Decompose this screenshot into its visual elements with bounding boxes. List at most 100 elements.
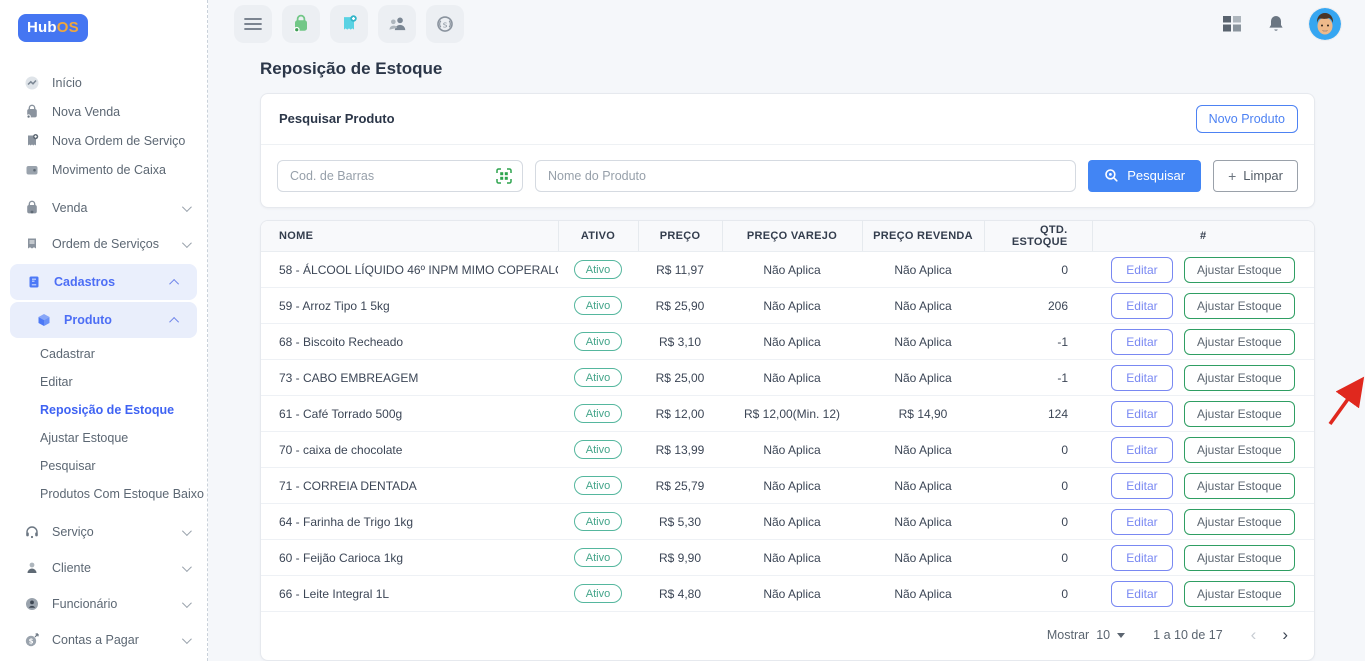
- product-name-field-wrap: [535, 159, 1077, 192]
- sidebar-group-produto[interactable]: Produto: [10, 302, 197, 338]
- next-page-button[interactable]: ›: [1282, 625, 1288, 644]
- status-cell: Ativo: [558, 431, 638, 468]
- sub-link-label: Produtos Com Estoque Baixo: [40, 487, 204, 501]
- price-cell: R$ 5,30: [638, 503, 722, 540]
- new-sale-button[interactable]: [282, 5, 320, 44]
- sidebar-group-label: Ordem de Serviços: [52, 237, 159, 251]
- status-cell: Ativo: [558, 395, 638, 432]
- adjust-stock-button[interactable]: Ajustar Estoque: [1183, 436, 1295, 463]
- resale-price-cell: R$ 14,90: [862, 395, 984, 432]
- sidebar-group-label: Funcionário: [52, 597, 118, 611]
- sidebar-link-pesquisar[interactable]: Pesquisar: [0, 452, 207, 480]
- adjust-stock-button[interactable]: Ajustar Estoque: [1183, 472, 1295, 499]
- adjust-stock-button[interactable]: Ajustar Estoque: [1183, 364, 1295, 391]
- chevron-up-icon: [169, 316, 180, 327]
- new-service-order-icon: [344, 15, 357, 30]
- sidebar-group-cliente[interactable]: Cliente: [0, 550, 207, 586]
- sidebar-item-nova-ordem-servico[interactable]: Nova Ordem de Serviço: [0, 126, 207, 155]
- sidebar-group-label: Venda: [52, 201, 88, 215]
- price-cell: R$ 25,79: [638, 467, 722, 504]
- resale-price-cell: Não Aplica: [862, 287, 984, 324]
- sidebar-item-nova-venda[interactable]: Nova Venda: [0, 97, 207, 126]
- sidebar-link-editar[interactable]: Editar: [0, 368, 207, 396]
- product-name-input[interactable]: [535, 159, 1077, 192]
- sidebar-group-contas-a-pagar[interactable]: $ Contas a Pagar: [0, 622, 207, 658]
- actions-cell: Editar Ajustar Estoque: [1092, 575, 1314, 612]
- sidebar-group-venda[interactable]: Venda: [0, 190, 207, 226]
- chevron-down-icon: [181, 237, 192, 248]
- column-header-qtd-estoque: QTD. ESTOQUE: [983, 220, 1092, 252]
- page-size-label: Mostrar: [1046, 628, 1090, 642]
- status-cell: Ativo: [558, 323, 638, 360]
- sidebar-group-funcionario[interactable]: Funcionário: [0, 586, 207, 622]
- new-service-order-button[interactable]: [330, 5, 368, 44]
- prev-page-button[interactable]: ‹: [1250, 625, 1257, 644]
- chevron-down-icon: [181, 525, 192, 536]
- resale-price-cell: Não Aplica: [862, 251, 984, 288]
- person-icon: [27, 562, 37, 573]
- status-cell: Ativo: [558, 503, 638, 540]
- user-avatar[interactable]: [1309, 8, 1341, 41]
- retail-price-cell: Não Aplica: [722, 539, 862, 576]
- barcode-scan-icon[interactable]: [495, 167, 513, 185]
- menu-button[interactable]: [234, 5, 272, 44]
- customers-button[interactable]: [378, 5, 416, 44]
- products-table: NOME ATIVO PREÇO PREÇO VAREJO PREÇO REVE…: [261, 220, 1314, 612]
- sidebar-item-label: Nova Venda: [52, 104, 121, 119]
- sidebar-item-movimento-caixa[interactable]: Movimento de Caixa: [0, 155, 207, 184]
- notifications-button[interactable]: [1265, 13, 1287, 35]
- edit-button[interactable]: Editar: [1111, 256, 1173, 283]
- sidebar-group-ordem-servicos[interactable]: Ordem de Serviços: [0, 226, 207, 262]
- stock-qty-cell: 0: [984, 431, 1092, 468]
- adjust-stock-button[interactable]: Ajustar Estoque: [1183, 508, 1295, 535]
- status-badge: Ativo: [573, 476, 623, 495]
- adjust-stock-button[interactable]: Ajustar Estoque: [1183, 328, 1295, 355]
- edit-button[interactable]: Editar: [1111, 472, 1173, 499]
- chevron-down-icon: [181, 633, 192, 644]
- sidebar-link-ajustar-estoque[interactable]: Ajustar Estoque: [0, 424, 207, 452]
- price-cell: R$ 25,00: [638, 359, 722, 396]
- search-button[interactable]: Pesquisar: [1088, 159, 1202, 192]
- price-cell: R$ 4,80: [638, 575, 722, 612]
- edit-button[interactable]: Editar: [1111, 580, 1173, 607]
- table-row: 70 - caixa de chocolate Ativo R$ 13,99 N…: [261, 431, 1314, 468]
- sidebar-link-produtos-estoque-baixo[interactable]: Produtos Com Estoque Baixo: [0, 480, 207, 508]
- page-size-select[interactable]: Mostrar 10: [1046, 628, 1126, 642]
- adjust-stock-button[interactable]: Ajustar Estoque: [1183, 256, 1295, 283]
- clear-button[interactable]: + Limpar: [1213, 159, 1298, 192]
- new-product-button[interactable]: Novo Produto: [1195, 104, 1298, 133]
- stock-qty-cell: 124: [984, 395, 1092, 432]
- edit-button[interactable]: Editar: [1111, 508, 1173, 535]
- chevron-down-icon: [181, 597, 192, 608]
- pagination-range: 1 a 10 de 17: [1153, 628, 1223, 642]
- sidebar-nav: Início Nova Venda Nova Ordem de Serviço …: [0, 68, 207, 658]
- stock-qty-cell: 0: [984, 575, 1092, 612]
- cash-register-button[interactable]: s: [426, 5, 464, 44]
- status-badge: Ativo: [573, 548, 623, 567]
- product-name: 60 - Feijão Carioca 1kg: [261, 539, 558, 576]
- barcode-field-wrap: [277, 159, 523, 192]
- edit-button[interactable]: Editar: [1111, 436, 1173, 463]
- retail-price-cell: Não Aplica: [722, 431, 862, 468]
- adjust-stock-button[interactable]: Ajustar Estoque: [1183, 544, 1295, 571]
- sidebar-group-servico[interactable]: Serviço: [0, 514, 207, 550]
- topbar: s: [208, 0, 1365, 49]
- edit-button[interactable]: Editar: [1111, 328, 1173, 355]
- edit-button[interactable]: Editar: [1111, 544, 1173, 571]
- apps-grid-button[interactable]: [1221, 13, 1243, 35]
- edit-button-annotated[interactable]: Editar: [1111, 364, 1173, 391]
- sidebar-link-cadastrar[interactable]: Cadastrar: [0, 340, 207, 368]
- edit-button[interactable]: Editar: [1111, 400, 1173, 427]
- sidebar-link-reposicao-estoque[interactable]: Reposição de Estoque: [0, 396, 207, 424]
- adjust-stock-button[interactable]: Ajustar Estoque: [1183, 292, 1295, 319]
- edit-button[interactable]: Editar: [1111, 292, 1173, 319]
- retail-price-cell: Não Aplica: [722, 503, 862, 540]
- barcode-input[interactable]: [277, 159, 523, 192]
- svg-text:$: $: [29, 638, 34, 646]
- menu-icon: [244, 18, 262, 31]
- sidebar-item-inicio[interactable]: Início: [0, 68, 207, 97]
- adjust-stock-button[interactable]: Ajustar Estoque: [1183, 400, 1295, 427]
- adjust-stock-button[interactable]: Ajustar Estoque: [1183, 580, 1295, 607]
- retail-price-cell: Não Aplica: [722, 359, 862, 396]
- sidebar-group-cadastros[interactable]: Cadastros: [10, 264, 197, 300]
